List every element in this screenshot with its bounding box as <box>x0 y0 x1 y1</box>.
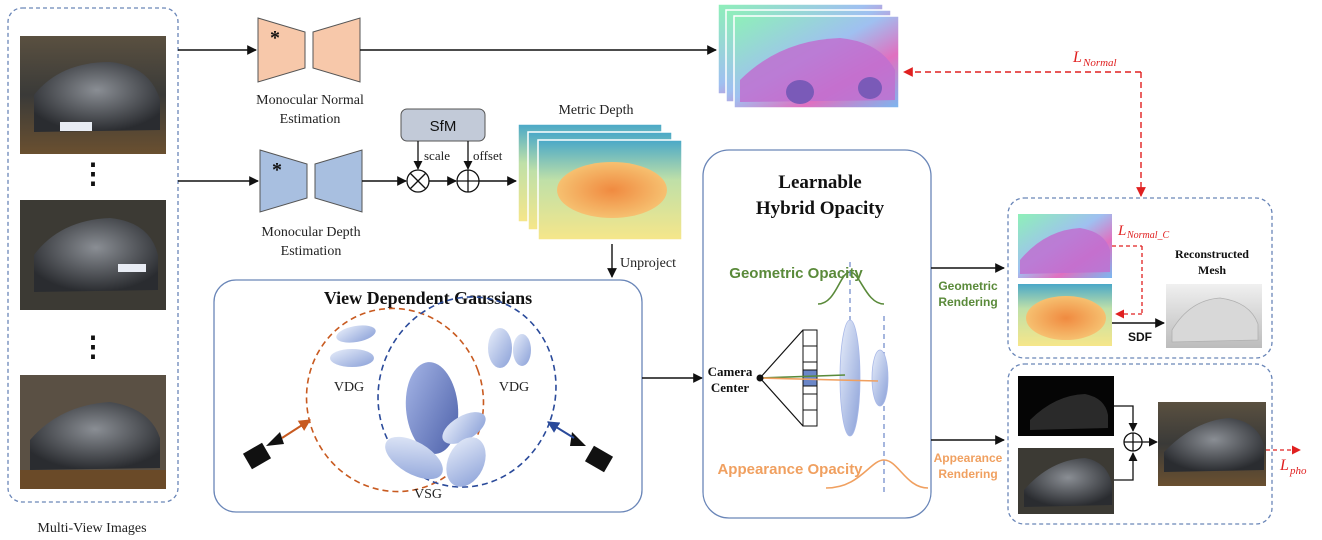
camera-center-label-2: Center <box>711 380 749 395</box>
appearance-opacity-curve <box>825 459 929 489</box>
camera-frustum <box>756 329 879 427</box>
arrow-dark-to-add <box>1114 405 1138 432</box>
rendered-dark-image <box>1018 376 1114 436</box>
camera-left-icon <box>242 432 284 470</box>
camera-left-ray <box>281 419 312 439</box>
normal-map-stack <box>717 3 900 109</box>
normal-net-label-1: Monocular Normal <box>256 93 364 108</box>
image-plane-column <box>802 329 818 427</box>
rendered-color-image <box>1018 448 1114 514</box>
sfm-label: SfM <box>430 118 457 135</box>
vdg-left-label: VDG <box>334 380 364 395</box>
vsg-label: VSG <box>414 487 442 502</box>
appearance-opacity-label: Appearance Opacity <box>717 461 863 478</box>
vdg-right-label: VDG <box>499 380 529 395</box>
sdf-label: SDF <box>1128 330 1152 344</box>
loss-normal-c-sub: Normal_C <box>1126 230 1170 241</box>
reconstructed-mesh <box>1166 284 1262 348</box>
geometric-rendering-1: Geometric <box>938 279 998 293</box>
depth-network <box>259 149 363 213</box>
rendered-normal-map <box>1018 214 1112 278</box>
metric-depth-label: Metric Depth <box>558 103 633 118</box>
appearance-output-panel <box>1007 363 1273 525</box>
opacity-title-2: Hybrid Opacity <box>756 198 885 219</box>
geometric-opacity-label: Geometric Opacity <box>729 265 863 282</box>
normal-network <box>257 17 361 83</box>
input-photo-3 <box>20 375 166 489</box>
rendered-depth-map <box>1018 284 1112 346</box>
multiview-panel <box>7 7 179 503</box>
scale-label: scale <box>424 148 450 163</box>
composite-add-op <box>1123 432 1143 452</box>
depth-net-label-1: Monocular Depth <box>261 225 360 240</box>
ellipsis-2: ⋮ <box>79 332 107 363</box>
vsg-gaussians <box>385 362 486 487</box>
mesh-label-1: Reconstructed <box>1175 247 1249 261</box>
mesh-label-2: Mesh <box>1198 263 1226 277</box>
ellipsis-1: ⋮ <box>79 159 107 190</box>
vdg-right-gaussians <box>488 328 531 368</box>
unproject-label: Unproject <box>620 256 676 271</box>
loss-normal-c-L: L <box>1117 223 1126 239</box>
camera-right-icon <box>570 432 614 473</box>
normal-net-label-2: Estimation <box>280 112 341 127</box>
appearance-rendering-1: Appearance <box>934 451 1003 465</box>
vdg-left-region <box>305 307 485 493</box>
opacity-panel <box>702 149 932 519</box>
sfm-box <box>400 108 486 142</box>
multiply-op <box>406 169 430 193</box>
camera-right-ray <box>546 421 575 439</box>
appearance-rendering-2: Rendering <box>938 467 997 481</box>
vdg-panel-title: View Dependent Gaussians <box>324 288 532 308</box>
appearance-gaussian <box>871 349 889 407</box>
metric-depth-stack <box>517 123 683 241</box>
geometric-output-panel <box>1007 197 1273 359</box>
loss-normal-L: L <box>1072 49 1082 66</box>
geometric-rendering-2: Rendering <box>938 295 997 309</box>
depth-frozen-mark: * <box>272 159 282 181</box>
geometric-gaussian <box>839 319 861 437</box>
final-rendered-image <box>1158 402 1266 486</box>
multiview-caption: Multi-View Images <box>37 521 146 536</box>
opacity-title-1: Learnable <box>778 172 861 193</box>
loss-pho-sub: pho <box>1289 465 1307 477</box>
vdg-left-gaussians <box>330 325 376 367</box>
camera-center-label-1: Camera <box>708 364 753 379</box>
vdg-panel <box>213 279 643 513</box>
offset-label: offset <box>473 148 503 163</box>
arrow-color-to-add <box>1114 452 1138 481</box>
depth-net-label-2: Estimation <box>281 244 342 259</box>
loss-pho-L: L <box>1279 457 1289 474</box>
loss-normal-sub: Normal <box>1082 57 1117 69</box>
input-photo-1 <box>20 36 166 154</box>
normal-frozen-mark: * <box>270 27 280 49</box>
input-photo-2 <box>20 200 166 310</box>
add-op <box>456 169 480 193</box>
